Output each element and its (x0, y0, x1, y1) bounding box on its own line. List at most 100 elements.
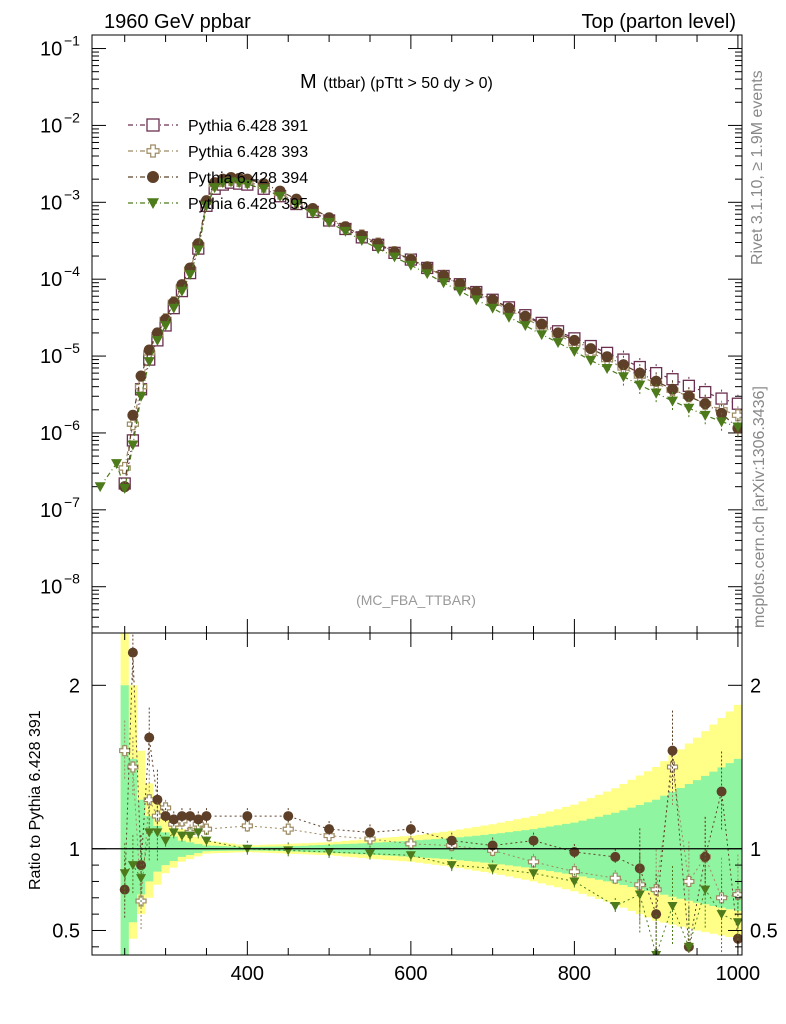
data-point (151, 335, 163, 346)
main-y-tick-label: 10 (40, 423, 62, 445)
ratio-point (700, 851, 711, 862)
main-y-tick-labels: 10−810−710−610−510−410−310−210−1 (40, 33, 80, 599)
ratio-point (193, 828, 204, 838)
data-point (356, 235, 368, 246)
data-point (601, 364, 613, 374)
legend-marker (146, 144, 160, 158)
data-point (487, 294, 499, 306)
ratio-point (324, 848, 335, 858)
ratio-point (610, 851, 621, 862)
data-point (258, 184, 270, 195)
data-point (339, 226, 351, 237)
ratio-point (364, 833, 376, 845)
series-line (124, 179, 739, 469)
ratio-point (716, 786, 727, 797)
legend-marker (146, 118, 160, 132)
ratio-point (176, 831, 187, 841)
header-process: Top (parton level) (581, 11, 736, 33)
legend-marker (147, 198, 159, 209)
main-y-tick-label: 10 (40, 115, 62, 137)
header-energy: 1960 GeV ppbar (104, 11, 251, 33)
x-tick-label: 400 (231, 963, 264, 985)
ratio-point (152, 794, 163, 805)
data-point (217, 178, 229, 189)
data-point (634, 380, 646, 391)
ratio-point (242, 811, 253, 822)
data-point (200, 201, 212, 212)
series-line (99, 181, 739, 489)
x-tick-label: 800 (558, 963, 591, 985)
ratio-panel: 0.5 0.5 1 1 2 2 400 600 800 1000 Ratio to Pythia … (27, 632, 778, 985)
ratio-point (160, 811, 171, 822)
data-point (683, 390, 695, 402)
ratio-point (185, 811, 196, 822)
main-y-tick-exponent: −6 (64, 417, 80, 433)
ratio-point (119, 884, 130, 895)
data-point (650, 375, 662, 387)
ratio-point (364, 827, 375, 838)
data-point (552, 327, 564, 339)
ratio-point (323, 830, 335, 842)
data-point (470, 295, 482, 306)
main-y-ticks (92, 35, 742, 633)
ratio-point (683, 942, 694, 952)
ratio-point (127, 861, 138, 871)
legend-label: Pythia 6.428 391 (188, 118, 308, 135)
main-y-tick-exponent: −3 (64, 186, 80, 202)
ratio-y-tick-label-right: 1 (750, 839, 761, 861)
ratio-point (568, 866, 580, 878)
ratio-point (136, 874, 147, 884)
data-point (568, 346, 580, 357)
data-point (225, 177, 237, 188)
ratio-point (732, 918, 742, 928)
ratio-point (241, 820, 253, 832)
ratio-point (176, 811, 187, 822)
data-point (168, 303, 180, 314)
main-y-tick-label: 10 (40, 192, 62, 214)
plot-title-main: M (300, 71, 317, 93)
ratio-point (715, 892, 728, 904)
data-point (405, 260, 417, 271)
ratio-point (446, 861, 457, 871)
data-point (274, 191, 286, 202)
ratio-point (528, 835, 539, 846)
data-point (111, 459, 123, 470)
ratio-point (282, 823, 294, 835)
data-point (585, 343, 597, 355)
band-outer (120, 633, 742, 955)
data-point (126, 418, 139, 431)
ratio-point (650, 884, 662, 896)
ratio-series-line (124, 750, 738, 902)
legend: Pythia 6.428 391 Pythia 6.428 393 Pythia 6… (128, 118, 308, 213)
ratio-point (569, 877, 580, 887)
ratio-ticks (92, 633, 742, 955)
ratio-point (651, 909, 662, 920)
ratio-y-tick-label-right: 2 (750, 675, 761, 697)
ratio-series-line (124, 652, 739, 947)
main-y-tick-label: 10 (40, 39, 62, 61)
band-inner (120, 685, 742, 955)
ratio-point (487, 840, 498, 851)
main-y-tick-exponent: −2 (64, 109, 80, 125)
main-y-tick-exponent: −7 (64, 494, 80, 510)
ratio-point (609, 872, 621, 884)
data-point (119, 483, 131, 494)
data-point (732, 422, 742, 433)
data-point (617, 372, 629, 383)
data-point (307, 208, 319, 219)
x-tick-label: 1000 (716, 963, 761, 985)
main-y-tick-label: 10 (40, 577, 62, 599)
ratio-point (667, 901, 678, 911)
data-point (143, 357, 155, 367)
data-point (421, 269, 433, 280)
data-point (568, 334, 580, 346)
x-tick-label: 600 (394, 963, 427, 985)
ratio-y-tick-label-right: 0.5 (750, 920, 778, 942)
data-point (151, 327, 163, 339)
ratio-point (683, 875, 695, 888)
data-point (634, 367, 646, 379)
ratio-point (527, 856, 540, 868)
main-y-tick-exponent: −4 (64, 263, 80, 279)
ratio-y-tick-label: 1 (69, 839, 80, 861)
legend-marker (147, 171, 159, 183)
